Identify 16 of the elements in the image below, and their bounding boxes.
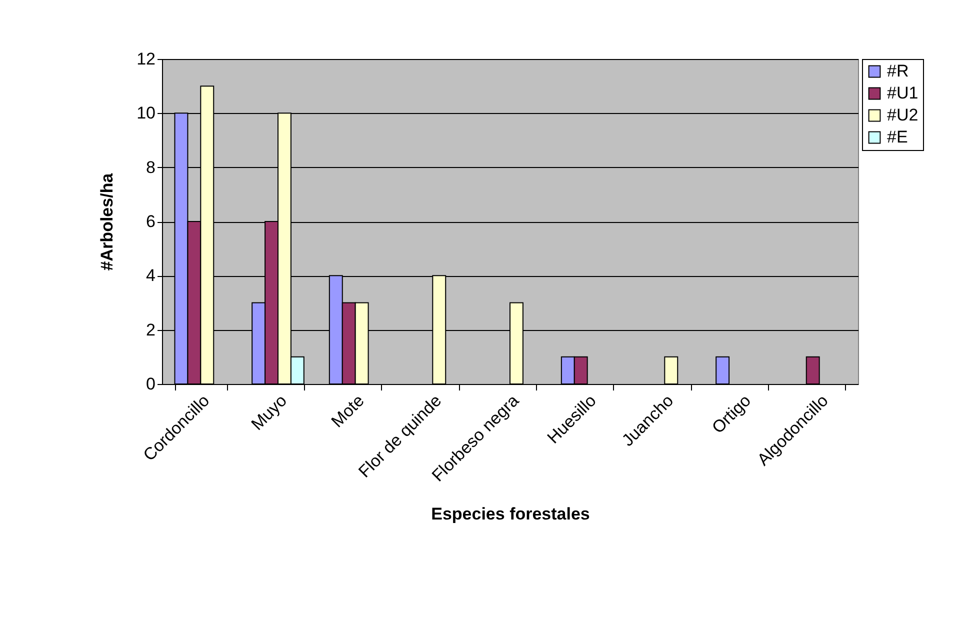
y-tick-label: 12 — [136, 50, 156, 68]
y-tick-label: 0 — [146, 374, 156, 394]
y-tick-label: 2 — [146, 320, 156, 340]
legend-label: #E — [887, 128, 908, 146]
y-tick-label: 4 — [146, 266, 156, 286]
y-tick-label: 8 — [146, 158, 156, 177]
legend-label: #U1 — [887, 84, 918, 102]
y-tick-label: 10 — [136, 104, 156, 123]
bar — [806, 356, 820, 384]
legend-label: #R — [887, 62, 909, 80]
y-tick-label: 6 — [146, 212, 156, 231]
x-axis-title: Especies forestales — [431, 504, 590, 524]
legend-label: #U2 — [887, 106, 918, 124]
bar — [664, 356, 678, 384]
y-axis-title: #Arboles/ha — [98, 172, 117, 271]
bar — [716, 356, 730, 384]
